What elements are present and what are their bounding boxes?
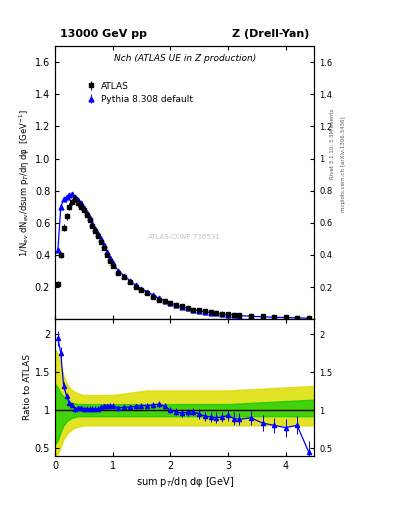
Text: 13000 GeV pp: 13000 GeV pp (60, 29, 147, 39)
Y-axis label: Ratio to ATLAS: Ratio to ATLAS (23, 354, 32, 420)
Text: ATLAS-CONF-736531: ATLAS-CONF-736531 (148, 234, 221, 240)
Y-axis label: 1/N$_{ev}$ dN$_{ev}$/dsum p$_T$/dη dφ  [GeV$^{-1}$]: 1/N$_{ev}$ dN$_{ev}$/dsum p$_T$/dη dφ [G… (18, 109, 32, 257)
Text: mcplots.cern.ch [arXiv:1306.3436]: mcplots.cern.ch [arXiv:1306.3436] (342, 116, 346, 211)
Text: Z (Drell-Yan): Z (Drell-Yan) (232, 29, 309, 39)
Text: Rivet 3.1.10, 3.3M events: Rivet 3.1.10, 3.3M events (330, 108, 334, 179)
Legend: ATLAS, Pythia 8.308 default: ATLAS, Pythia 8.308 default (80, 78, 196, 108)
Text: Nch (ATLAS UE in Z production): Nch (ATLAS UE in Z production) (114, 54, 256, 63)
X-axis label: sum p$_T$/dη dφ [GeV]: sum p$_T$/dη dφ [GeV] (136, 475, 234, 489)
